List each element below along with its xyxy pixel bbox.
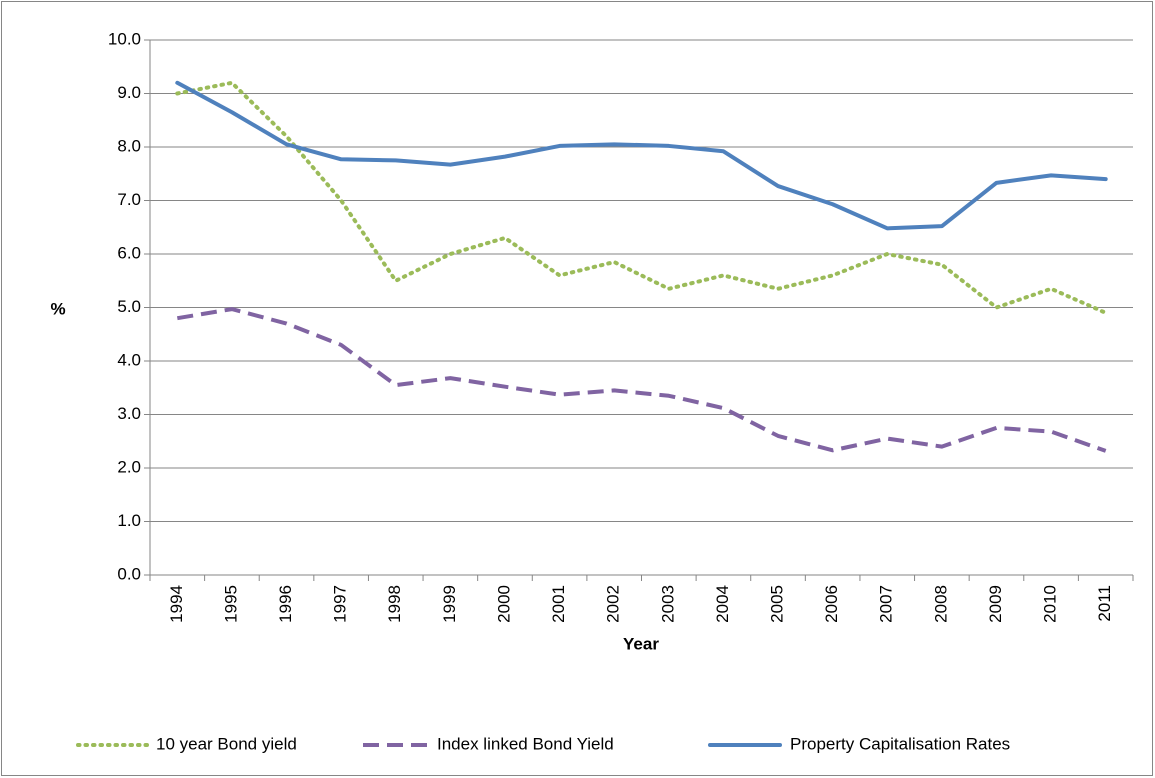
x-tick-label: 2007 <box>877 585 896 623</box>
x-tick-label: 2005 <box>768 585 787 623</box>
x-tick-label: 2008 <box>931 585 950 623</box>
series-line <box>176 307 1107 453</box>
y-tick-label: 0.0 <box>117 564 141 583</box>
y-tick-label: 8.0 <box>117 136 141 155</box>
x-tick-label: 2004 <box>713 585 732 623</box>
legend-label: Index linked Bond Yield <box>437 734 614 753</box>
x-tick-label: 2011 <box>1095 585 1114 622</box>
x-tick-label: 2009 <box>986 585 1005 623</box>
y-tick-label: 6.0 <box>117 243 141 262</box>
x-tick-label: 2001 <box>549 585 568 623</box>
y-tick-label: 7.0 <box>117 190 141 209</box>
x-tick-label: 1999 <box>440 585 459 623</box>
x-tick-label: 2010 <box>1041 585 1060 623</box>
y-tick-label: 4.0 <box>117 350 141 369</box>
x-tick-label: 1994 <box>167 585 186 623</box>
y-tick-label: 1.0 <box>117 511 141 530</box>
x-tick-label: 2006 <box>822 585 841 623</box>
y-tick-label: 5.0 <box>117 297 141 316</box>
x-tick-label: 1996 <box>276 585 295 623</box>
y-axis-label: % <box>50 299 65 318</box>
legend-label: Property Capitalisation Rates <box>790 734 1010 753</box>
x-tick-label: 2003 <box>658 585 677 623</box>
y-tick-label: 2.0 <box>117 457 141 476</box>
x-tick-label: 2000 <box>494 585 513 623</box>
x-tick-label: 1998 <box>385 585 404 623</box>
y-tick-label: 3.0 <box>117 404 141 423</box>
x-tick-label: 1997 <box>331 585 350 623</box>
y-tick-label: 9.0 <box>117 83 141 102</box>
x-tick-label: 2002 <box>604 585 623 623</box>
x-axis-label: Year <box>623 634 659 653</box>
series-line <box>175 80 1108 231</box>
legend-label: 10 year Bond yield <box>156 734 297 753</box>
series-line <box>175 80 1108 315</box>
y-tick-label: 10.0 <box>108 29 141 48</box>
x-tick-label: 1995 <box>221 585 240 623</box>
